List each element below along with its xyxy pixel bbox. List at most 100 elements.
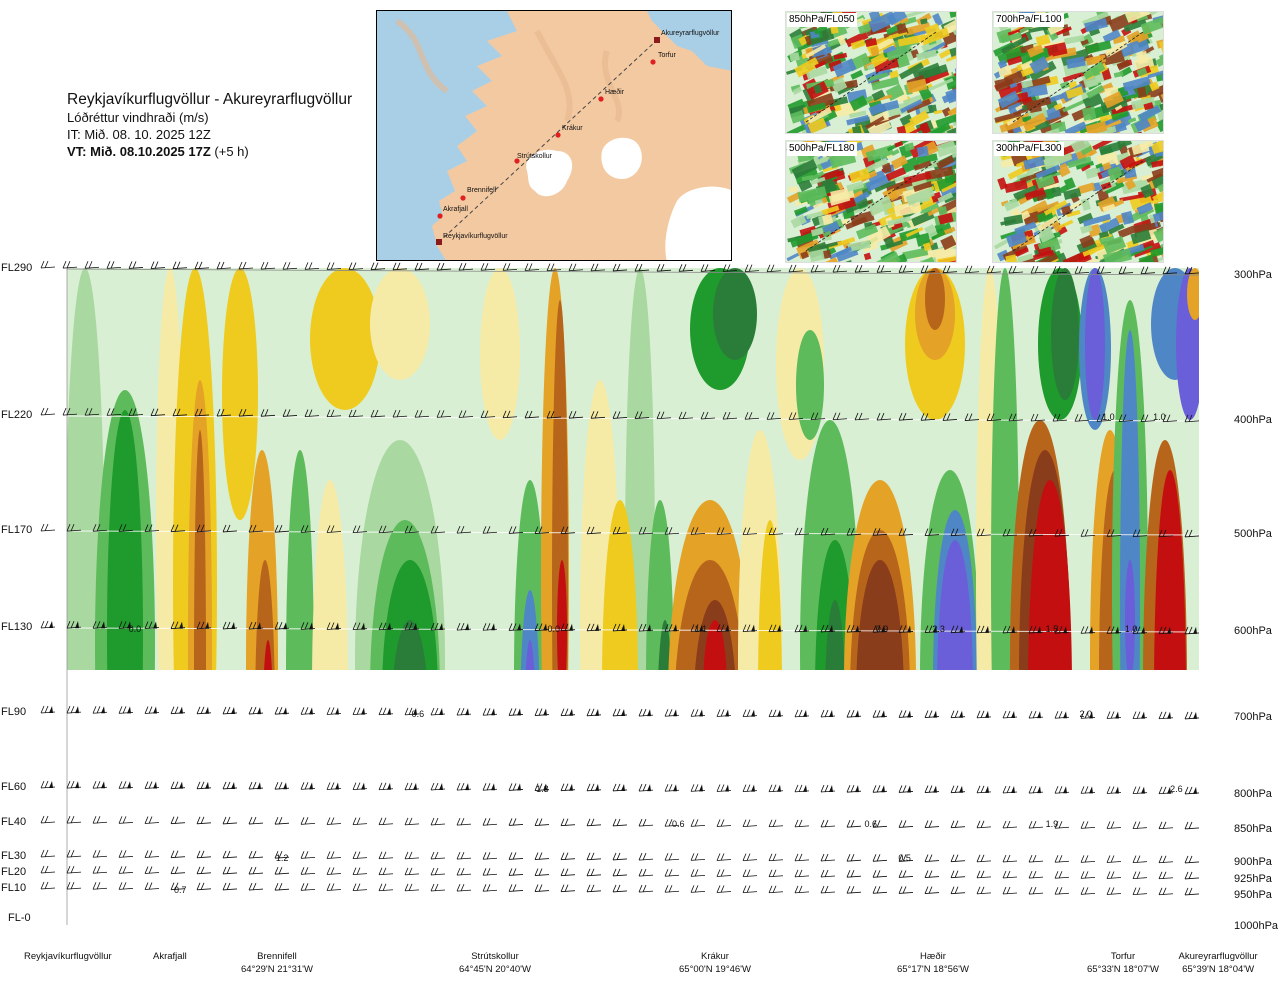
wind-barb-35: [810, 264, 826, 273]
wind-barb-418: [1132, 871, 1148, 880]
wind-barb-289: [118, 816, 134, 824]
wind-barb-87: [788, 412, 804, 420]
wind-barb-444: [638, 884, 654, 893]
x-location-2: Brennifell 64°29'N 21°31'W: [241, 951, 313, 975]
wind-barb-51: [1162, 266, 1178, 275]
wind-barb-162: [326, 622, 342, 630]
value-label-11: 1.3: [536, 784, 549, 794]
wind-barb-68: [370, 409, 386, 418]
wind-barb-25: [590, 263, 606, 272]
wind-barb-37: [854, 265, 870, 273]
wind-barb-362: [846, 854, 862, 862]
wind-barb-363: [872, 854, 888, 862]
wind-barb-16: [392, 262, 408, 271]
wind-barb-220: [664, 709, 680, 717]
wind-barb-419: [1158, 871, 1174, 880]
wind-barb-425: [144, 882, 160, 890]
wind-barb-144: [1028, 528, 1044, 537]
wind-barb-210: [404, 707, 420, 716]
wind-barb-158: [222, 621, 238, 630]
wind-barb-315: [794, 819, 810, 828]
wind-barb-186: [950, 625, 966, 634]
wind-barb-463: [1132, 887, 1148, 896]
wind-barb-232: [976, 710, 992, 719]
field-cell-38: [703, 620, 727, 670]
wind-barb-355: [664, 853, 680, 861]
field-cell-29: [625, 268, 655, 670]
wind-barb-411: [950, 870, 966, 879]
map-label-7: Reykjavíkurflugvöllur: [443, 233, 508, 240]
panel-500: 500hPa/FL180: [785, 140, 957, 263]
wind-barb-50: [1140, 266, 1156, 275]
wind-barb-376: [40, 865, 56, 874]
wind-barb-364: [898, 854, 914, 862]
wind-barb-280: [1054, 786, 1070, 794]
value-label-6: 2.3: [932, 624, 945, 634]
wind-barb-381: [170, 866, 186, 875]
wind-barb-346: [430, 851, 446, 860]
wind-barb-282: [1106, 786, 1122, 794]
wind-barb-72: [458, 410, 474, 418]
wind-barb-302: [456, 817, 472, 826]
field-cell-24: [524, 640, 536, 670]
wind-barb-350: [534, 852, 550, 860]
wind-barb-160: [274, 622, 290, 630]
panel-300-field: [993, 141, 1163, 262]
wind-barb-206: [300, 707, 316, 715]
wind-barb-22: [524, 263, 540, 271]
wind-barb-29: [678, 264, 694, 272]
field-cell-59: [1028, 480, 1072, 670]
panel-300-label: 300hPa/FL300: [994, 142, 1064, 156]
field-cell-54: [937, 540, 973, 670]
map-marker-4: [514, 158, 520, 164]
wind-barb-264: [638, 783, 654, 792]
wind-barb-17: [414, 262, 430, 271]
wind-barb-165: [404, 622, 420, 631]
wind-barb-378: [92, 866, 108, 874]
wind-barb-303: [482, 818, 498, 826]
wind-barb-119: [378, 525, 394, 534]
value-label-7: 1.5: [1046, 624, 1059, 634]
value-label-14: 0.6: [864, 819, 877, 829]
wind-barb-424: [118, 882, 134, 890]
wind-barb-235: [1054, 711, 1070, 719]
x-location-0: Reykjavíkurflugvöllur: [24, 951, 112, 962]
x-location-5: Hæðir 65°17'N 18°56'W: [897, 951, 969, 975]
wind-barb-380: [144, 866, 160, 874]
waypoints: Akureyrarflugvöllur Torfur Hæðir Krákur Strú…: [436, 30, 720, 245]
wind-barb-392: [456, 867, 472, 876]
wind-barb-442: [586, 884, 602, 893]
panel-700-label: 700hPa/FL100: [994, 13, 1064, 27]
left-tick-fl-0: FL-0: [8, 912, 31, 924]
wind-barb-426: [170, 882, 186, 891]
wind-barb-85: [744, 412, 760, 420]
right-tick-600hpa: 600hPa: [1234, 625, 1272, 637]
wind-barb-66: [326, 409, 342, 418]
x-location-4: Krákur 65°00'N 19°46'W: [679, 951, 751, 975]
valid-time-offset: (+5 h): [210, 144, 249, 159]
wind-barb-133: [742, 527, 758, 536]
left-tick-fl60: FL60: [1, 781, 27, 793]
wind-barb-189: [1028, 625, 1044, 634]
field-cell-44: [815, 540, 855, 670]
field-cell-12: [262, 640, 274, 670]
wind-barb-106: [40, 523, 56, 532]
wind-barb-101: [1096, 414, 1112, 422]
wind-barb-292: [196, 816, 212, 825]
map-sea-west: [377, 11, 517, 260]
value-label-2: 0.0: [129, 624, 142, 634]
wind-barb-143: [1002, 528, 1018, 537]
wind-barb-371: [1080, 855, 1096, 863]
wind-barb-1: [62, 260, 78, 269]
wind-barb-77: [568, 411, 584, 419]
wind-barb-383: [222, 866, 238, 875]
wind-barb-464: [1158, 887, 1174, 896]
wind-barb-5: [150, 261, 166, 269]
wind-barb-33: [766, 264, 782, 273]
wind-barb-6: [172, 261, 188, 270]
wind-barb-55: [84, 408, 100, 416]
wind-barb-138: [872, 528, 888, 536]
wind-barb-81: [656, 411, 672, 420]
wind-barb-225: [794, 709, 810, 718]
wind-barb-34: [788, 264, 804, 273]
